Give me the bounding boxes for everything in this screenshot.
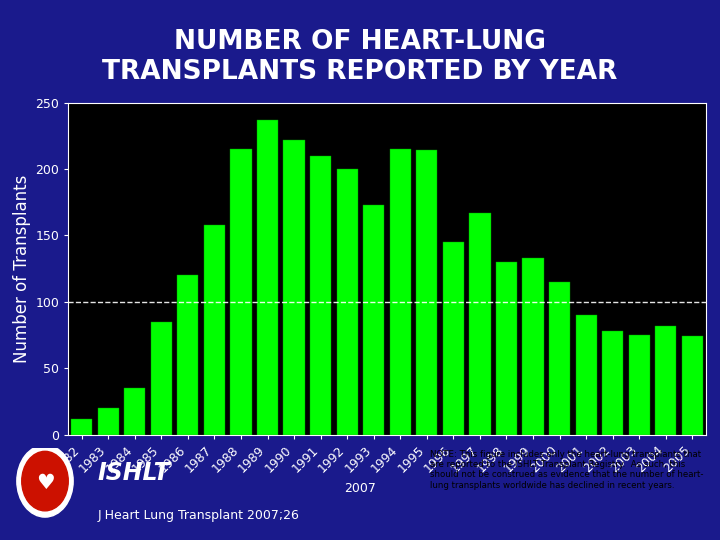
- Circle shape: [22, 451, 68, 511]
- Bar: [71, 418, 92, 435]
- Bar: [310, 156, 331, 435]
- Bar: [655, 326, 676, 435]
- Bar: [150, 322, 172, 435]
- Bar: [443, 242, 464, 435]
- Y-axis label: Number of Transplants: Number of Transplants: [14, 174, 32, 363]
- Bar: [124, 388, 145, 435]
- Text: ISHLT: ISHLT: [97, 461, 170, 484]
- Bar: [177, 275, 199, 435]
- Bar: [602, 331, 624, 435]
- Bar: [575, 315, 597, 435]
- Bar: [204, 225, 225, 435]
- Bar: [98, 408, 119, 435]
- Bar: [682, 336, 703, 435]
- Bar: [336, 169, 358, 435]
- Text: NUMBER OF HEART-LUNG
TRANSPLANTS REPORTED BY YEAR: NUMBER OF HEART-LUNG TRANSPLANTS REPORTE…: [102, 29, 618, 85]
- Bar: [230, 149, 251, 435]
- Bar: [549, 282, 570, 435]
- Circle shape: [17, 445, 73, 517]
- Text: J Heart Lung Transplant 2007;26: J Heart Lung Transplant 2007;26: [97, 509, 299, 522]
- Bar: [257, 120, 278, 435]
- Bar: [629, 335, 650, 435]
- Text: ♥: ♥: [35, 472, 55, 492]
- Text: 2007: 2007: [344, 482, 376, 495]
- Bar: [284, 140, 305, 435]
- Bar: [496, 262, 517, 435]
- Bar: [363, 205, 384, 435]
- Bar: [416, 151, 438, 435]
- Bar: [390, 149, 411, 435]
- Bar: [523, 258, 544, 435]
- Bar: [469, 213, 490, 435]
- Text: NOTE: This figure includes only the heart-lung transplants that
are reported to : NOTE: This figure includes only the hear…: [430, 450, 703, 490]
